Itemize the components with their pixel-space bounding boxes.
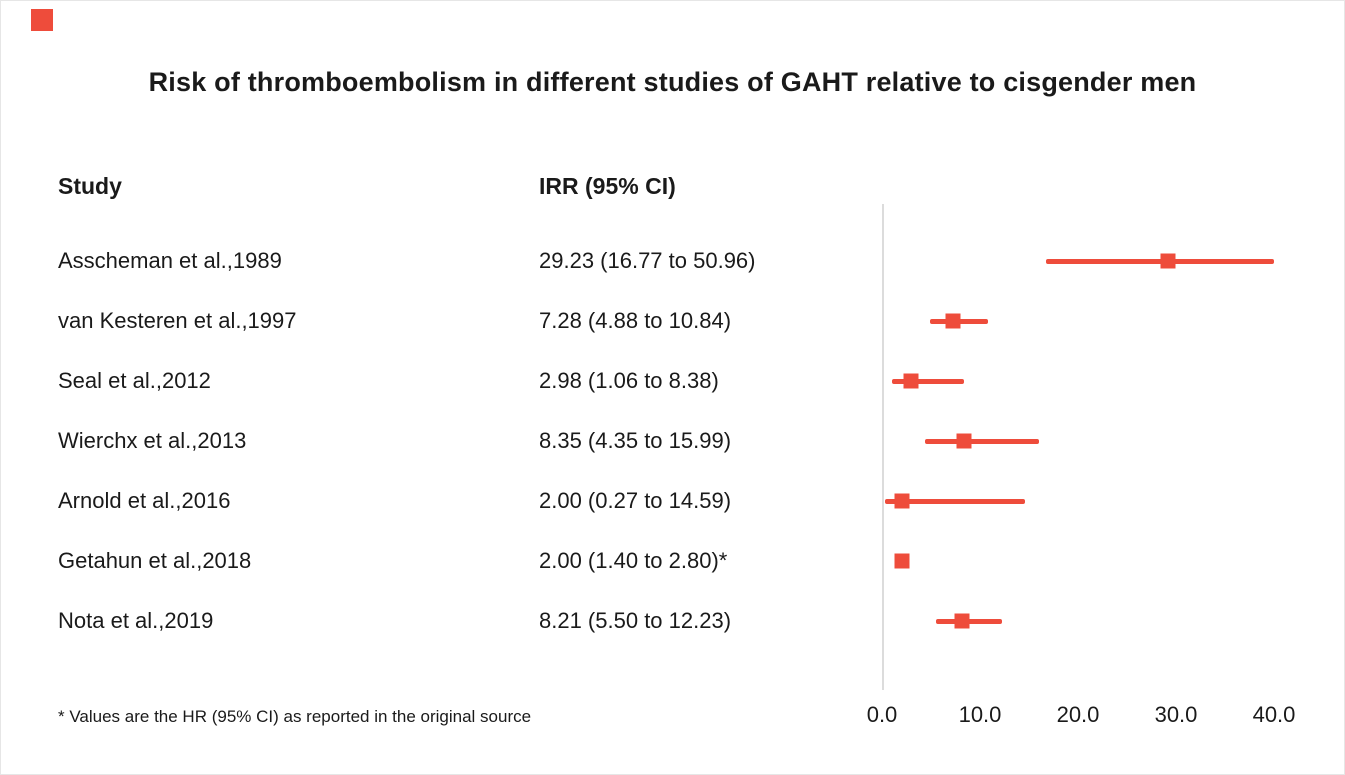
confidence-interval-line: [1046, 258, 1274, 264]
x-axis-zero-line: [882, 204, 884, 690]
confidence-interval-line: [924, 438, 1039, 444]
study-rows: Asscheman et al.,1989 29.23 (16.77 to 50.…: [1, 231, 1344, 651]
column-headers: Study IRR (95% CI): [1, 173, 1344, 201]
point-estimate-marker: [894, 493, 910, 509]
study-label: Wierchx et al.,2013: [58, 428, 247, 453]
study-row: Getahun et al.,2018 2.00 (1.40 to 2.80)*: [1, 531, 1344, 591]
study-label: Nota et al.,2019: [58, 608, 214, 633]
point-estimate-marker: [903, 373, 919, 389]
footnote: * Values are the HR (95% CI) as reported…: [58, 707, 532, 726]
point-estimate-marker: [894, 553, 910, 569]
irr-value: 8.21 (5.50 to 12.23): [539, 608, 732, 633]
plot-cell: [882, 591, 1274, 651]
x-axis-tick-label: 30.0: [1154, 702, 1198, 727]
irr-value: 2.00 (1.40 to 2.80)*: [539, 548, 728, 573]
irr-value: 7.28 (4.88 to 10.84): [539, 308, 732, 333]
x-axis-tick-label: 0.0: [866, 702, 898, 727]
study-label: van Kesteren et al.,1997: [58, 308, 297, 333]
study-row: Asscheman et al.,1989 29.23 (16.77 to 50.…: [1, 231, 1344, 291]
study-row: Nota et al.,2019 8.21 (5.50 to 12.23): [1, 591, 1344, 651]
study-row: van Kesteren et al.,1997 7.28 (4.88 to 10…: [1, 291, 1344, 351]
study-column-header: Study: [58, 173, 122, 199]
irr-value: 29.23 (16.77 to 50.96): [539, 248, 756, 273]
study-label: Arnold et al.,2016: [58, 488, 231, 513]
x-axis-tick-label: 20.0: [1056, 702, 1100, 727]
chart-title: Risk of thromboembolism in different stu…: [148, 67, 1197, 97]
plot-cell: [882, 231, 1274, 291]
study-row: Wierchx et al.,2013 8.35 (4.35 to 15.99): [1, 411, 1344, 471]
irr-value: 2.98 (1.06 to 8.38): [539, 368, 719, 393]
confidence-interval-line: [892, 378, 965, 384]
x-axis-tick-labels: 0.0 10.0 20.0 30.0 40.0: [867, 702, 1296, 730]
study-row: Seal et al.,2012 2.98 (1.06 to 8.38): [1, 351, 1344, 411]
x-axis-tick-label: 40.0: [1252, 702, 1296, 727]
plot-cell: [882, 351, 1274, 411]
point-estimate-marker: [945, 313, 961, 329]
study-row: Arnold et al.,2016 2.00 (0.27 to 14.59): [1, 471, 1344, 531]
x-axis-tick-label: 10.0: [958, 702, 1002, 727]
point-estimate-marker: [1160, 253, 1176, 269]
plot-cell: [882, 531, 1274, 591]
brand-logo-icon: [31, 9, 53, 31]
irr-value: 8.35 (4.35 to 15.99): [539, 428, 732, 453]
irr-value: 2.00 (0.27 to 14.59): [539, 488, 732, 513]
study-label: Seal et al.,2012: [58, 368, 211, 393]
irr-column-header: IRR (95% CI): [539, 173, 676, 199]
point-estimate-marker: [956, 433, 972, 449]
confidence-interval-line: [884, 498, 1025, 504]
point-estimate-marker: [954, 613, 970, 629]
plot-cell: [882, 411, 1274, 471]
study-label: Getahun et al.,2018: [58, 548, 252, 573]
study-label: Asscheman et al.,1989: [58, 248, 282, 273]
plot-cell: [882, 471, 1274, 531]
plot-cell: [882, 291, 1274, 351]
